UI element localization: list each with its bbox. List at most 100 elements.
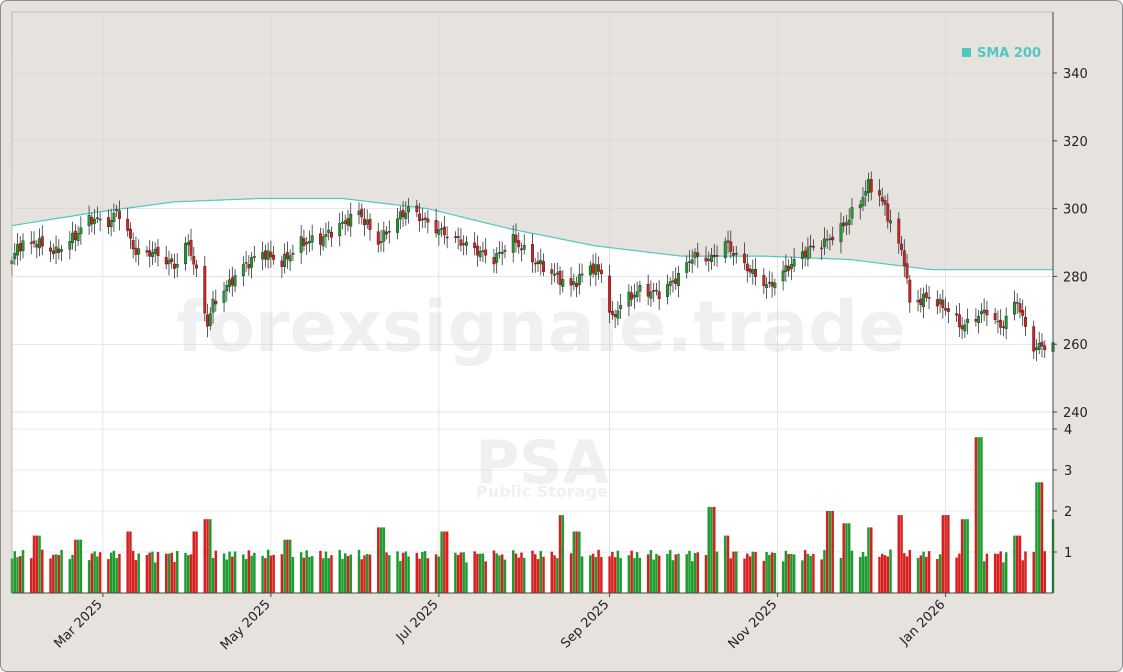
volume-bar	[498, 555, 501, 593]
candle-body	[688, 261, 691, 263]
candle-body	[517, 240, 521, 248]
candle-body	[999, 319, 1003, 328]
candle-body	[762, 275, 766, 286]
candle-body	[462, 243, 466, 245]
axes	[11, 11, 1054, 594]
volume-bar	[922, 551, 925, 593]
volume-bar	[299, 552, 303, 593]
volume-bar	[35, 535, 39, 593]
volume-bar	[823, 550, 826, 593]
candle-body	[800, 251, 804, 259]
candle-body	[635, 291, 639, 297]
volume-bar	[54, 554, 58, 593]
volume-bar	[228, 551, 231, 593]
candle-body	[211, 298, 215, 313]
candle-body	[131, 240, 135, 250]
volume-bar	[542, 556, 545, 593]
volume-bar	[534, 554, 537, 593]
candle-body	[707, 258, 711, 261]
volume-bar	[30, 558, 33, 593]
volume-bar	[966, 519, 969, 593]
volume-bar	[129, 531, 132, 593]
volume-bar	[784, 550, 788, 593]
volume-bar	[211, 557, 215, 593]
volume-bar	[889, 549, 892, 593]
volume-bar	[754, 552, 757, 593]
candle-body	[781, 270, 785, 282]
volume-bar	[187, 555, 190, 593]
volume-bar	[608, 556, 611, 593]
volume-bar	[338, 550, 341, 593]
candle-body	[1035, 347, 1038, 350]
candle-body	[263, 250, 267, 260]
volume-bar	[635, 552, 639, 593]
volume-bar	[980, 437, 983, 593]
volume-tick-label: 1	[1064, 546, 1072, 561]
candle-body	[822, 238, 826, 248]
candle-body	[536, 261, 540, 265]
volume-bar	[52, 554, 55, 593]
candle-body	[252, 256, 256, 258]
volume-bar	[209, 519, 212, 593]
volume-bar	[666, 553, 669, 593]
candle-body	[266, 250, 270, 260]
price-axis-ticks: 240 260 280 300 320 340	[1053, 67, 1088, 421]
volume-bar	[938, 554, 942, 593]
candle-body	[288, 255, 292, 262]
volume-bar	[192, 531, 196, 593]
legend-label-sma: SMA 200	[977, 46, 1041, 61]
volume-axis-ticks: 1 2 3 4	[1053, 423, 1072, 561]
volume-bar	[652, 559, 655, 593]
volume-bar	[751, 551, 755, 593]
volume-bar	[729, 558, 733, 593]
volume-bar	[379, 527, 383, 593]
candle-body	[770, 281, 774, 287]
candle-body	[247, 264, 251, 269]
volume-bar	[153, 562, 157, 593]
candle-body	[54, 246, 58, 253]
volume-bar	[531, 550, 534, 593]
candle-body	[845, 222, 848, 226]
candle-body	[985, 309, 989, 316]
volume-bar	[366, 554, 369, 593]
candle-body	[415, 205, 419, 213]
candle-body	[233, 275, 237, 287]
candle-body	[723, 241, 727, 259]
candle-body	[49, 247, 53, 252]
volume-bar	[90, 553, 94, 593]
candle-body	[13, 252, 17, 260]
volume-bar	[272, 554, 275, 593]
sma-layer	[11, 197, 1053, 271]
volume-bar	[206, 519, 209, 593]
volume-bar	[250, 555, 253, 593]
volume-bar	[399, 561, 402, 593]
candle-body	[484, 249, 488, 256]
candle-body	[285, 252, 289, 260]
volume-bar	[685, 554, 688, 593]
volume-series	[10, 437, 1055, 593]
volume-bar	[572, 531, 576, 593]
candle-body	[977, 315, 981, 323]
candle-body	[996, 320, 1000, 323]
volume-bar	[916, 557, 920, 593]
candle-body	[18, 243, 22, 252]
volume-bar	[831, 511, 834, 593]
volume-bar	[242, 554, 245, 593]
candle-body	[522, 245, 526, 250]
price-tick-label: 300	[1063, 203, 1088, 218]
candle-body	[434, 220, 438, 234]
volume-bar	[60, 549, 63, 593]
volume-bar	[536, 559, 540, 593]
candle-body	[73, 230, 77, 240]
candle-body	[503, 249, 507, 252]
volume-bar	[569, 553, 573, 593]
candle-body	[993, 313, 997, 320]
volume-bar	[1032, 551, 1035, 593]
candle-body	[459, 239, 463, 246]
candle-body	[671, 280, 675, 283]
candle-body	[170, 258, 174, 263]
candle-body	[310, 235, 314, 243]
volume-bar	[319, 550, 322, 593]
candle-body	[420, 218, 424, 221]
